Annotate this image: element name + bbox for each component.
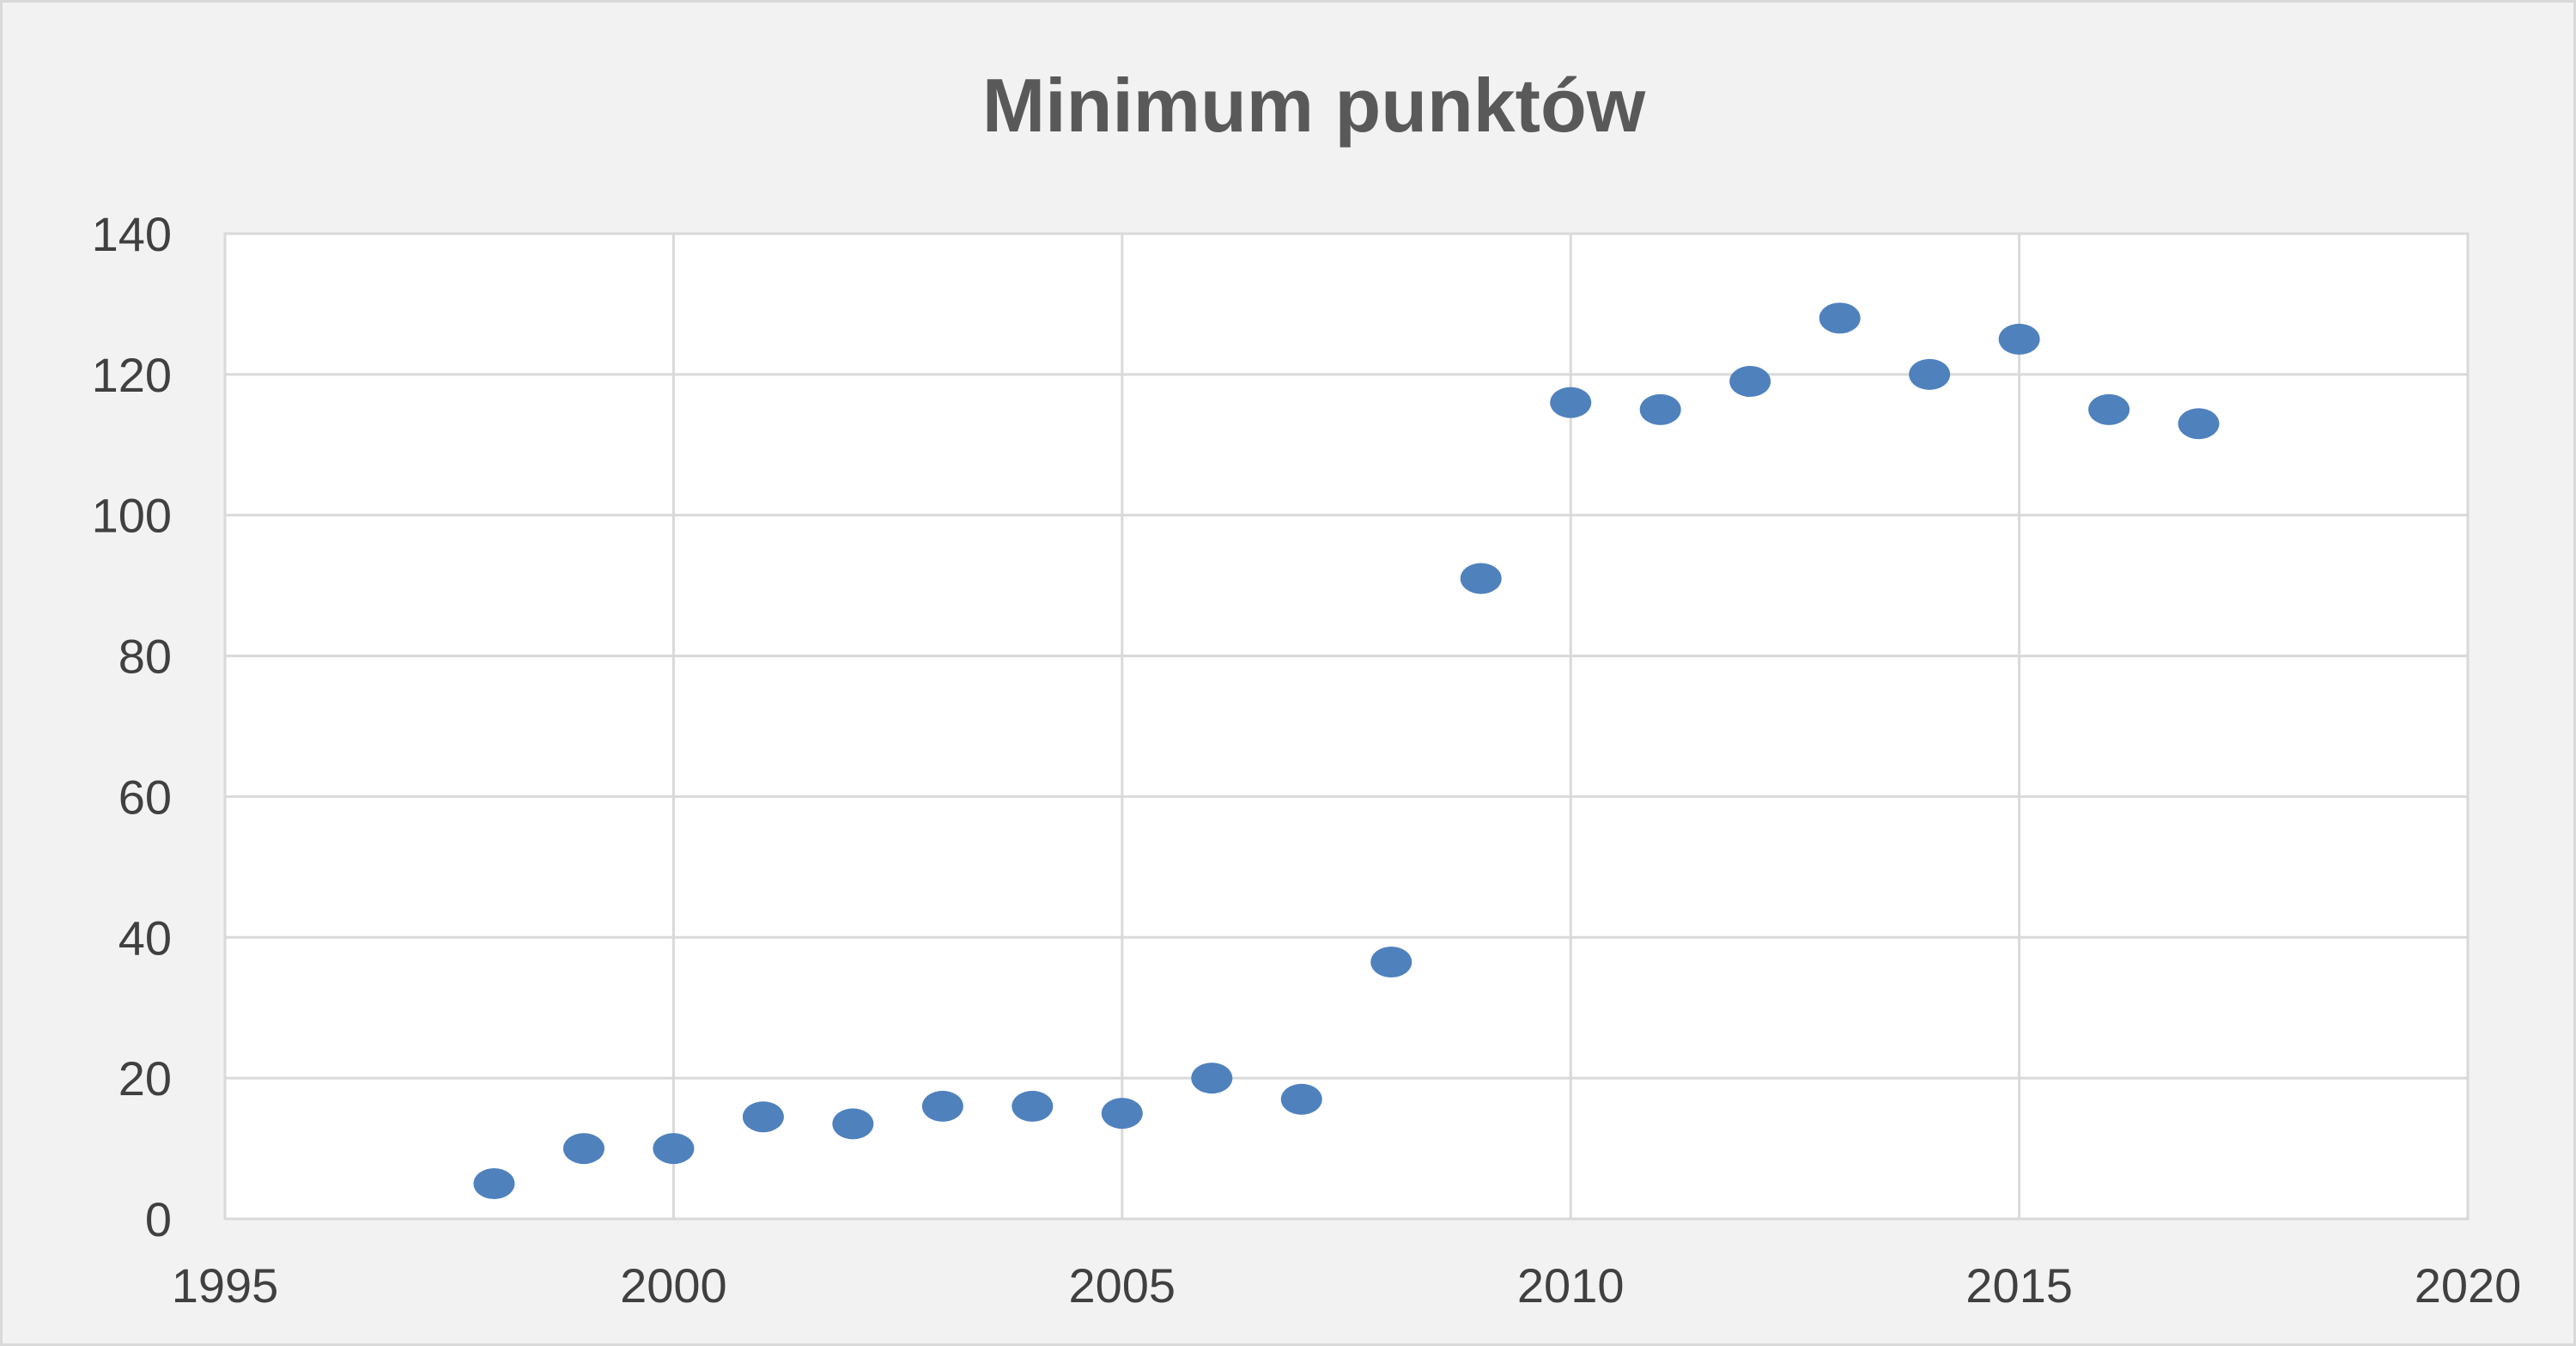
data-point	[1101, 1098, 1143, 1130]
data-point	[1819, 302, 1861, 334]
y-tick-label: 80	[118, 630, 172, 684]
x-tick-label: 2010	[1517, 1258, 1625, 1313]
data-point	[832, 1108, 874, 1140]
data-point	[1909, 358, 1951, 390]
data-point	[1729, 366, 1771, 398]
data-point	[2088, 393, 2130, 425]
x-axis-ticks: 1995 2000 2005 2010 2015 2020	[172, 1258, 2522, 1313]
y-tick-label: 100	[92, 489, 172, 543]
x-tick-label: 2015	[1965, 1258, 2073, 1313]
data-point	[1370, 946, 1413, 978]
y-tick-label: 20	[118, 1051, 172, 1105]
y-tick-label: 140	[92, 207, 172, 261]
x-tick-label: 2005	[1069, 1258, 1176, 1313]
x-tick-label: 1995	[172, 1258, 279, 1313]
plot-area	[223, 232, 2470, 1221]
chart-title: Minimum punktów	[982, 63, 1646, 148]
data-point	[653, 1133, 695, 1165]
data-point	[742, 1101, 784, 1133]
data-points	[473, 302, 2220, 1200]
data-point	[1012, 1090, 1054, 1122]
data-point	[2178, 408, 2220, 440]
data-point	[562, 1133, 605, 1165]
data-point	[921, 1090, 963, 1122]
y-tick-label: 40	[118, 911, 172, 965]
y-tick-label: 120	[92, 348, 172, 402]
data-point	[1191, 1063, 1233, 1094]
data-point	[1280, 1083, 1322, 1115]
data-point	[1550, 387, 1592, 418]
data-point	[1998, 323, 2040, 355]
x-tick-label: 2000	[620, 1258, 727, 1313]
x-tick-label: 2020	[2415, 1258, 2522, 1313]
y-axis-ticks: 0 20 40 60 80 100 120 140	[92, 207, 172, 1246]
data-point	[1460, 563, 1502, 594]
data-point	[1639, 393, 1681, 425]
y-tick-label: 0	[145, 1192, 172, 1246]
y-tick-label: 60	[118, 770, 172, 824]
data-point	[473, 1168, 515, 1200]
